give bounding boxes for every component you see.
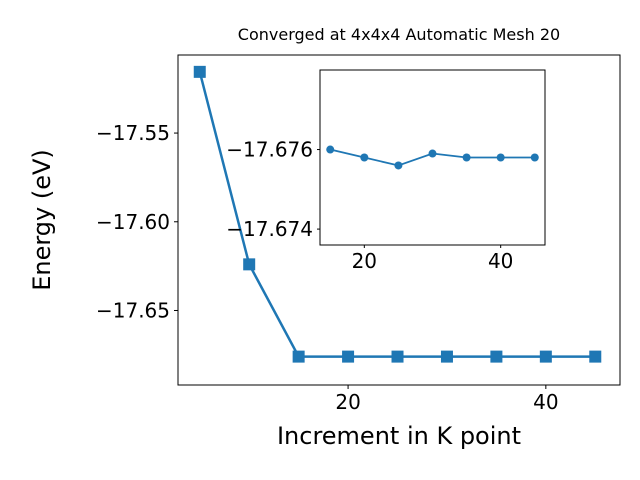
svg-text:−17.55: −17.55 bbox=[96, 121, 170, 145]
svg-text:−17.65: −17.65 bbox=[96, 298, 170, 322]
y-axis-label: Energy (eV) bbox=[28, 149, 56, 291]
svg-text:−17.674: −17.674 bbox=[226, 217, 313, 241]
svg-text:−17.60: −17.60 bbox=[96, 210, 170, 234]
svg-text:40: 40 bbox=[488, 249, 513, 273]
chart-title: Converged at 4x4x4 Automatic Mesh 20 bbox=[238, 25, 560, 44]
svg-text:20: 20 bbox=[335, 390, 360, 414]
svg-text:20: 20 bbox=[352, 249, 377, 273]
svg-text:40: 40 bbox=[533, 390, 558, 414]
svg-text:−17.676: −17.676 bbox=[226, 138, 313, 162]
x-axis-label: Increment in K point bbox=[277, 422, 521, 450]
plot-layer: 20 40 −17.55 −17.60 −17.65 20 40 −17.676 −17.674 bbox=[96, 54, 621, 414]
